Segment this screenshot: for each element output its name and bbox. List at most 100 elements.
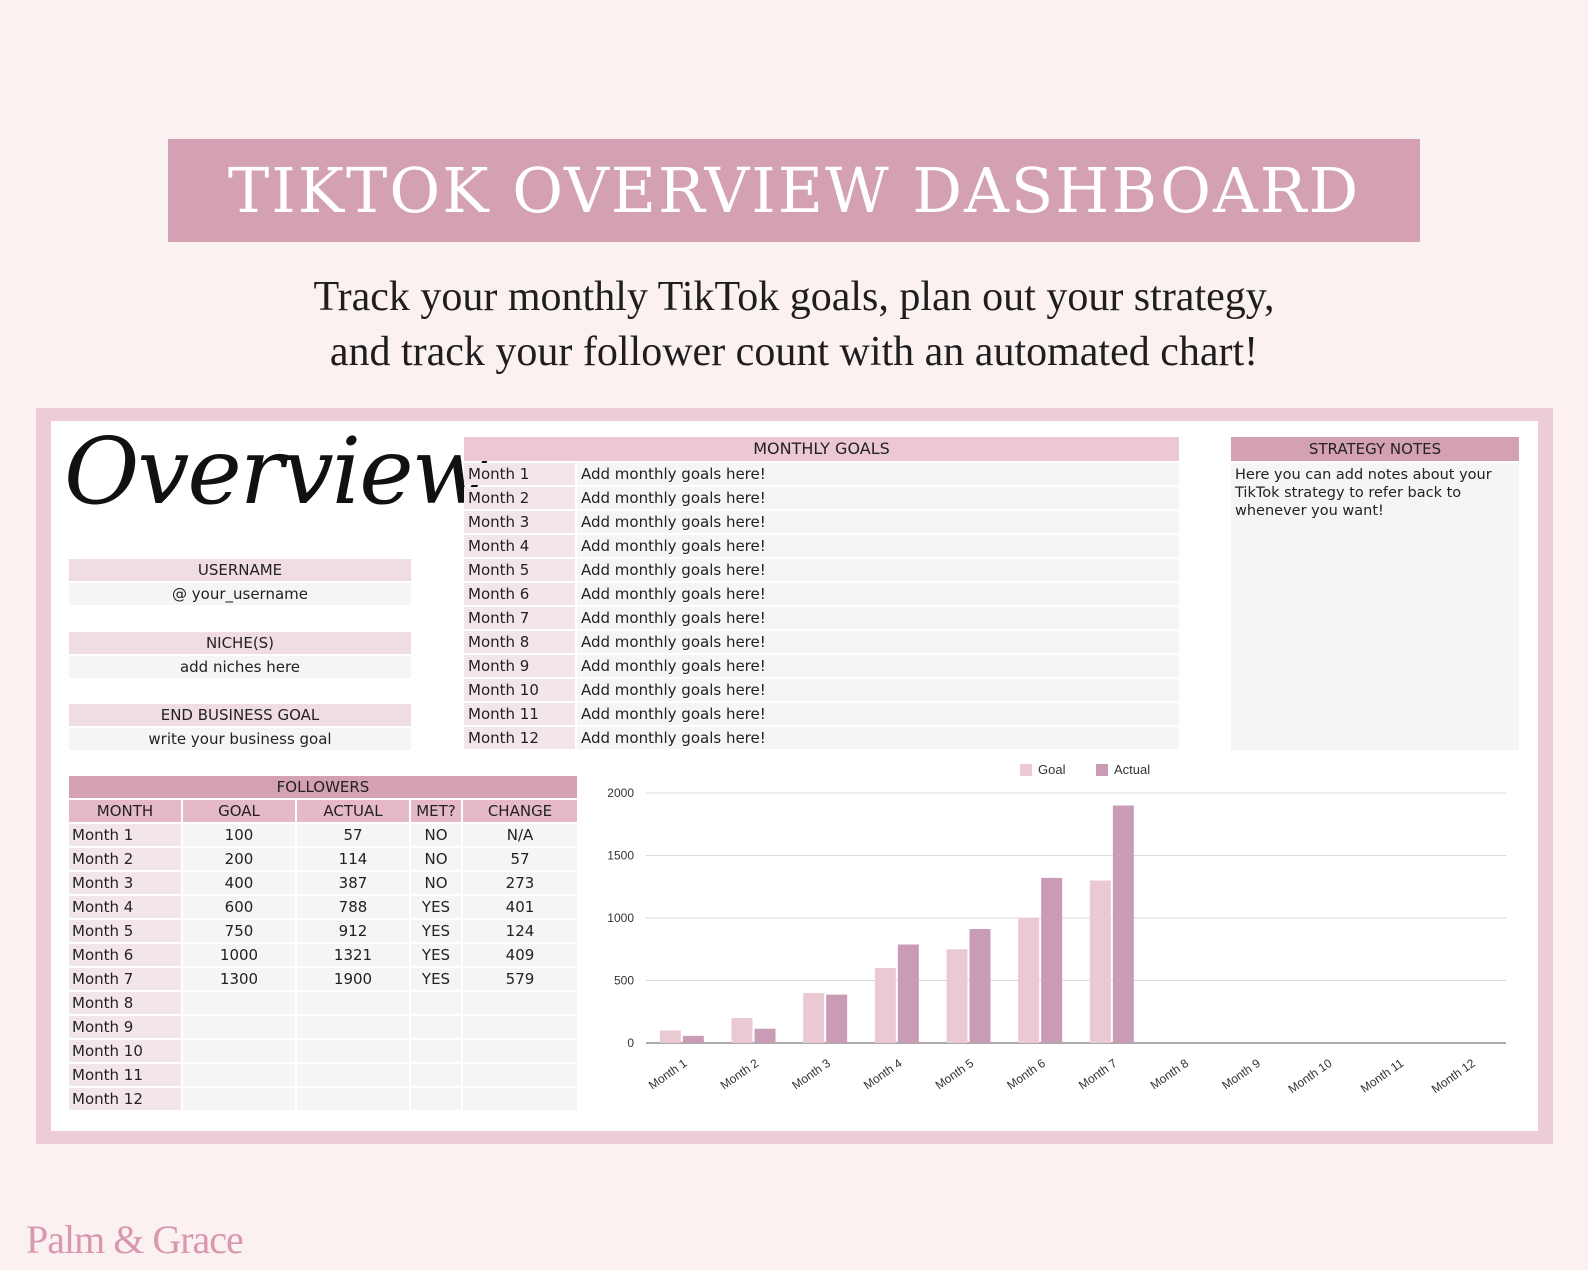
goal-row: Month 4 Add monthly goals here! bbox=[464, 535, 1179, 557]
followers-table-title: FOLLOWERS bbox=[69, 776, 577, 798]
goal-row: Month 3 Add monthly goals here! bbox=[464, 511, 1179, 533]
goal-row-month: Month 10 bbox=[464, 679, 575, 701]
followers-cell[interactable] bbox=[183, 1016, 295, 1038]
goal-row-month: Month 12 bbox=[464, 727, 575, 749]
followers-cell[interactable] bbox=[297, 1040, 409, 1062]
followers-column-header: GOAL bbox=[183, 800, 295, 822]
goal-row-text[interactable]: Add monthly goals here! bbox=[577, 511, 1179, 533]
followers-cell bbox=[411, 1040, 461, 1062]
niche-field[interactable]: add niches here bbox=[69, 656, 411, 678]
followers-column-header: ACTUAL bbox=[297, 800, 409, 822]
goal-row-text[interactable]: Add monthly goals here! bbox=[577, 655, 1179, 677]
goal-row-text[interactable]: Add monthly goals here! bbox=[577, 463, 1179, 485]
followers-cell[interactable]: 750 bbox=[183, 920, 295, 942]
x-tick-label: Month 2 bbox=[718, 1056, 762, 1093]
followers-cell[interactable]: 600 bbox=[183, 896, 295, 918]
goal-row-text[interactable]: Add monthly goals here! bbox=[577, 703, 1179, 725]
followers-row-month: Month 11 bbox=[69, 1064, 181, 1086]
followers-cell[interactable]: 400 bbox=[183, 872, 295, 894]
bar-actual bbox=[897, 944, 919, 1043]
followers-bar-chart: 0 500 1000 1500 2000 Month 1 Month 2 Month 3 Mon… bbox=[607, 762, 1506, 1096]
followers-cell: N/A bbox=[463, 824, 577, 846]
x-tick-label: Month 8 bbox=[1148, 1056, 1192, 1093]
goal-row-text[interactable]: Add monthly goals here! bbox=[577, 487, 1179, 509]
goal-row-text[interactable]: Add monthly goals here! bbox=[577, 607, 1179, 629]
page-title: TIKTOK OVERVIEW DASHBOARD bbox=[227, 154, 1361, 227]
followers-cell[interactable] bbox=[183, 1040, 295, 1062]
goal-row-month: Month 4 bbox=[464, 535, 575, 557]
y-tick-label: 1500 bbox=[607, 849, 634, 863]
bar-actual bbox=[969, 929, 991, 1043]
followers-cell[interactable]: 788 bbox=[297, 896, 409, 918]
x-tick-label: Month 3 bbox=[789, 1056, 833, 1093]
x-tick-label: Month 4 bbox=[861, 1056, 905, 1093]
followers-cell bbox=[463, 1088, 577, 1110]
followers-cell[interactable]: 1300 bbox=[183, 968, 295, 990]
goal-row-text[interactable]: Add monthly goals here! bbox=[577, 631, 1179, 653]
business-goal-field[interactable]: write your business goal bbox=[69, 728, 411, 750]
goal-row: Month 9 Add monthly goals here! bbox=[464, 655, 1179, 677]
followers-cell[interactable]: 114 bbox=[297, 848, 409, 870]
followers-cell: 409 bbox=[463, 944, 577, 966]
x-tick-label: Month 9 bbox=[1219, 1056, 1263, 1093]
goal-row-text[interactable]: Add monthly goals here! bbox=[577, 535, 1179, 557]
brand-logo: Palm & Grace bbox=[26, 1217, 244, 1262]
bar-goal bbox=[659, 1030, 681, 1043]
bar-goal bbox=[946, 949, 968, 1043]
bar-actual bbox=[826, 994, 848, 1043]
legend-swatch-actual bbox=[1096, 764, 1108, 776]
followers-cell: NO bbox=[411, 848, 461, 870]
followers-cell[interactable] bbox=[183, 1064, 295, 1086]
followers-cell[interactable]: 100 bbox=[183, 824, 295, 846]
followers-cell[interactable]: 387 bbox=[297, 872, 409, 894]
followers-cell[interactable] bbox=[297, 1064, 409, 1086]
followers-cell[interactable]: 200 bbox=[183, 848, 295, 870]
x-tick-label: Month 10 bbox=[1286, 1056, 1335, 1096]
followers-row-month: Month 12 bbox=[69, 1088, 181, 1110]
strategy-notes-field[interactable]: Here you can add notes about your TikTok… bbox=[1231, 463, 1519, 750]
subtitle: Track your monthly TikTok goals, plan ou… bbox=[0, 270, 1588, 380]
followers-cell[interactable] bbox=[297, 1016, 409, 1038]
goal-row-month: Month 1 bbox=[464, 463, 575, 485]
followers-cell[interactable] bbox=[183, 1088, 295, 1110]
followers-cell[interactable] bbox=[183, 992, 295, 1014]
followers-row-month: Month 10 bbox=[69, 1040, 181, 1062]
username-field[interactable]: @ your_username bbox=[69, 583, 411, 605]
goal-row-text[interactable]: Add monthly goals here! bbox=[577, 583, 1179, 605]
bar-goal bbox=[731, 1018, 753, 1043]
followers-column-header: MET? bbox=[411, 800, 461, 822]
followers-cell[interactable] bbox=[297, 1088, 409, 1110]
goal-row: Month 1 Add monthly goals here! bbox=[464, 463, 1179, 485]
followers-cell bbox=[463, 992, 577, 1014]
bar-actual bbox=[754, 1028, 776, 1043]
bar-actual bbox=[1112, 805, 1134, 1043]
y-tick-label: 500 bbox=[614, 974, 634, 988]
goal-row-text[interactable]: Add monthly goals here! bbox=[577, 727, 1179, 749]
followers-cell[interactable]: 1900 bbox=[297, 968, 409, 990]
overview-heading: Overview bbox=[64, 418, 490, 525]
followers-row-month: Month 3 bbox=[69, 872, 181, 894]
goal-row-text[interactable]: Add monthly goals here! bbox=[577, 679, 1179, 701]
business-goal-label: END BUSINESS GOAL bbox=[69, 704, 411, 726]
followers-cell bbox=[463, 1040, 577, 1062]
x-tick-label: Month 12 bbox=[1429, 1056, 1478, 1096]
goal-row-month: Month 5 bbox=[464, 559, 575, 581]
followers-cell bbox=[463, 1016, 577, 1038]
y-tick-label: 0 bbox=[627, 1036, 634, 1050]
legend-swatch-goal bbox=[1020, 764, 1032, 776]
followers-cell: YES bbox=[411, 968, 461, 990]
goal-row-month: Month 11 bbox=[464, 703, 575, 725]
followers-cell[interactable]: 912 bbox=[297, 920, 409, 942]
goal-row: Month 11 Add monthly goals here! bbox=[464, 703, 1179, 725]
followers-cell: NO bbox=[411, 872, 461, 894]
followers-cell[interactable] bbox=[297, 992, 409, 1014]
followers-cell[interactable]: 57 bbox=[297, 824, 409, 846]
followers-cell[interactable]: 1321 bbox=[297, 944, 409, 966]
goal-row-text[interactable]: Add monthly goals here! bbox=[577, 559, 1179, 581]
goal-row: Month 6 Add monthly goals here! bbox=[464, 583, 1179, 605]
followers-cell: YES bbox=[411, 944, 461, 966]
followers-cell[interactable]: 1000 bbox=[183, 944, 295, 966]
followers-row-month: Month 7 bbox=[69, 968, 181, 990]
followers-cell bbox=[411, 992, 461, 1014]
followers-row-month: Month 4 bbox=[69, 896, 181, 918]
